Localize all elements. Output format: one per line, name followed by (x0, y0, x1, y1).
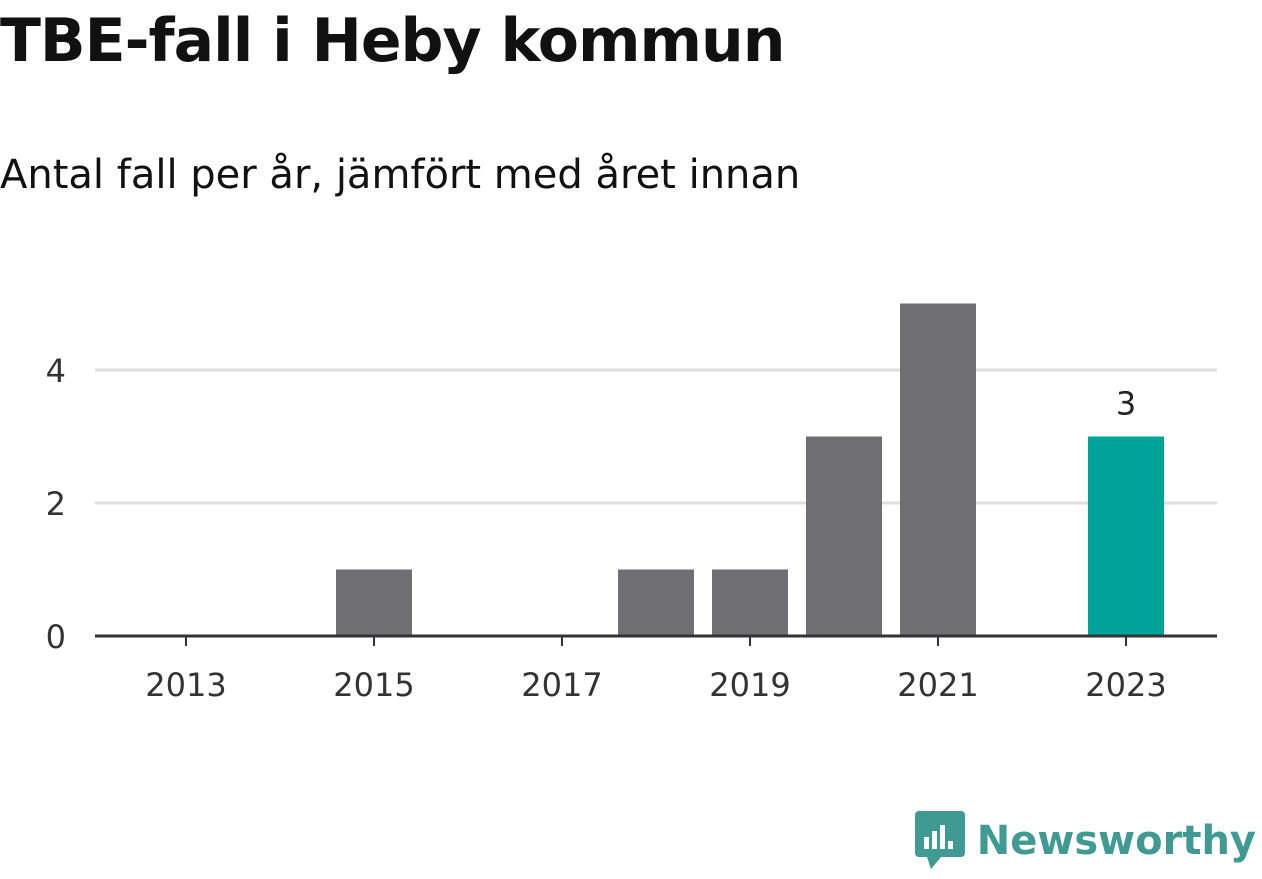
x-tick-label-2015: 2015 (333, 666, 414, 704)
x-tick-label-2021: 2021 (897, 666, 978, 704)
bar-2015 (336, 569, 412, 636)
bar-2019 (712, 569, 788, 636)
y-tick-label-2: 2 (46, 485, 66, 523)
brand-name: Newsworthy (976, 818, 1256, 864)
x-tick-label-2019: 2019 (709, 666, 790, 704)
gridlines (95, 368, 1217, 505)
data-label-2023: 3 (1116, 385, 1136, 423)
data-labels: 3 (1116, 385, 1136, 423)
y-axis-ticks: 0 2 4 (46, 352, 66, 656)
bar-2020 (806, 436, 882, 636)
y-tick-label-4: 4 (46, 352, 66, 390)
bar-2021 (900, 303, 976, 636)
x-tick-label-2017: 2017 (521, 666, 602, 704)
page-title: TBE-fall i Heby kommun (0, 6, 785, 76)
brand-logo: Newsworthy (914, 811, 1256, 871)
y-tick-label-0: 0 (46, 618, 66, 656)
x-tick-label-2013: 2013 (145, 666, 226, 704)
chart-subtitle: Antal fall per år, jämfört med året inna… (0, 152, 801, 198)
bar-2023 (1088, 436, 1164, 636)
bars (336, 303, 1164, 636)
chart-speech-bubble-icon (914, 811, 965, 869)
bar-2018 (618, 569, 694, 636)
x-tick-label-2023: 2023 (1085, 666, 1166, 704)
x-axis: 2013 2015 2017 2019 2021 2023 (95, 634, 1217, 704)
